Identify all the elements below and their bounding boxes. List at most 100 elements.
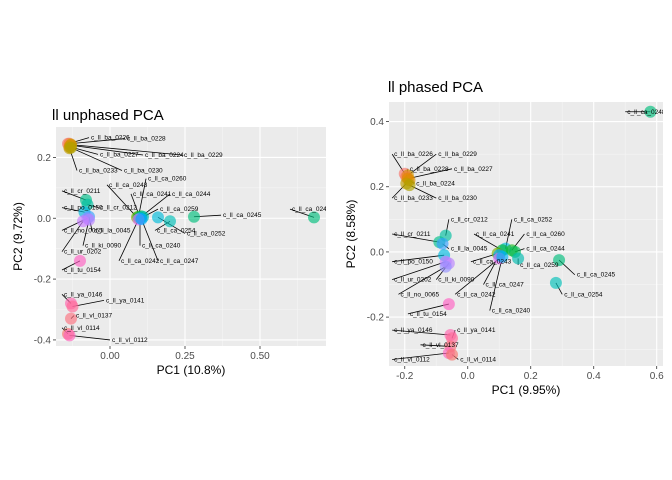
point-label: c_ll_cr_0212: [451, 216, 488, 223]
point-label: c_ll_ca_0252: [187, 230, 226, 237]
data-point: [445, 348, 458, 361]
data-point: [439, 260, 452, 273]
x-tick-label: 0.6: [650, 371, 664, 382]
point-label: c_ll_vl_0137: [76, 313, 113, 320]
point-label: c_ll_ba_0227: [100, 151, 139, 158]
data-point: [308, 211, 320, 224]
point-label: c_ll_ba_0227: [454, 166, 493, 173]
point-label: c_ll_po_0150: [64, 205, 103, 212]
y-tick-label: -0.2: [367, 313, 385, 324]
label-leader-line: [398, 266, 446, 295]
data-point: [512, 252, 525, 265]
label-leader-line: [454, 258, 500, 295]
label-leader-line: [392, 329, 451, 336]
point-label: c_ll_vl_0114: [64, 325, 100, 332]
point-label: c_ll_ya_0146: [64, 291, 103, 298]
point-label: c_ll_ca_0260: [526, 231, 565, 238]
point-label: c_ll_vl_0112: [112, 337, 148, 344]
point-label: c_ll_ca_0254: [157, 227, 196, 234]
y-axis-title: PC2 (9.72%): [11, 202, 25, 271]
point-label: c_ll_ki_0090: [85, 243, 122, 250]
point-label: c_ll_vl_0112: [394, 356, 430, 363]
data-point: [549, 276, 562, 289]
data-point: [65, 312, 77, 325]
data-point: [63, 329, 76, 342]
data-point: [553, 254, 566, 267]
point-label: c_ll_tu_0154: [410, 311, 447, 318]
label-leader-line: [141, 219, 159, 261]
label-leader-line: [407, 168, 453, 179]
point-label: c_ll_ca_0241: [476, 231, 515, 238]
point-label: c_ll_ca_0243: [473, 259, 512, 266]
point-label: c_ll_vl_0137: [422, 342, 459, 349]
point-label: c_ll_cr_0211: [64, 188, 101, 195]
point-label: c_ll_no_0065: [400, 291, 439, 298]
plot-panel: [389, 102, 663, 366]
x-tick-label: 0.00: [100, 351, 120, 362]
label-leader-line: [118, 219, 139, 262]
point-label: c_ll_ca_0241: [133, 191, 172, 198]
point-label: c_ll_ca_0248: [627, 109, 666, 116]
point-label: c_ll_ca_0242: [457, 291, 496, 298]
x-tick-label: 0.50: [250, 351, 270, 362]
label-leader-line: [106, 184, 138, 218]
point-label: c_ll_ba_0233: [394, 195, 433, 202]
point-label: c_ll_ca_0244: [526, 246, 565, 253]
point-label: c_ll_ca_0252: [514, 216, 553, 223]
point-label: c_ll_ba_0228: [127, 136, 166, 143]
point-label: c_ll_po_0150: [394, 259, 433, 266]
x-tick-label: 0.25: [175, 351, 195, 362]
y-tick-label: 0.2: [37, 153, 51, 164]
y-tick-label: 0.4: [370, 117, 384, 128]
data-point: [188, 210, 200, 223]
label-leader-line: [489, 256, 503, 311]
label-leader-line: [392, 352, 449, 360]
data-point: [65, 141, 77, 154]
point-label: c_ll_ca_0260: [148, 176, 187, 183]
point-label: c_ll_ba_0229: [438, 151, 477, 158]
label-leader-line: [61, 221, 84, 252]
data-point: [164, 215, 176, 228]
chart-title: ll phased PCA: [388, 79, 483, 96]
point-label: c_ll_ca_0244: [172, 191, 211, 198]
point-label: c_ll_ca_0247: [485, 282, 524, 289]
data-point: [152, 211, 164, 224]
point-label: c_ll_ca_0245: [577, 272, 616, 279]
y-axis-title: PC2 (8.58%): [344, 200, 358, 269]
point-label: c_ll_ca_0242: [121, 258, 160, 265]
point-label: c_ll_cr_0211: [394, 231, 431, 238]
point-label: c_ll_ca_0259: [520, 262, 559, 269]
point-label: c_ll_ya_0146: [394, 327, 433, 334]
label-leader-line: [69, 138, 126, 145]
point-label: c_ll_ba_0224: [416, 180, 455, 187]
point-label: c_ll_ca_0254: [564, 291, 603, 298]
x-tick-label: -0.2: [396, 371, 414, 382]
point-label: c_ll_no_0065: [64, 227, 103, 234]
data-point: [644, 105, 657, 118]
y-tick-label: -0.4: [34, 335, 52, 346]
label-leader-line: [392, 233, 440, 243]
label-leader-line: [392, 261, 446, 281]
point-label: c_ll_ba_0226: [394, 151, 433, 158]
data-point: [77, 215, 89, 228]
chart-title: ll unphased PCA: [52, 107, 164, 124]
point-label: c_ll_ba_0233: [79, 167, 118, 174]
data-point: [74, 254, 86, 267]
point-label: c_ll_ba_0228: [410, 166, 449, 173]
point-label: c_ll_ca_0248: [292, 206, 331, 213]
label-leader-line: [138, 178, 147, 217]
data-point: [496, 250, 509, 263]
point-label: c_ll_vl_0114: [460, 356, 496, 363]
point-label: c_ll_ca_0240: [492, 308, 531, 315]
point-label: c_ll_ca_0240: [142, 243, 181, 250]
point-label: c_ll_cr_0212: [100, 205, 137, 212]
data-point: [135, 213, 148, 226]
label-leader-line: [407, 303, 449, 315]
label-leader-line: [69, 334, 111, 341]
phased-pca-chart: ll phased PCA -0.2 0.0 0.2 0.4 0.6 -0.2 0.0 0.2 0…: [344, 79, 666, 397]
y-tick-label: 0.2: [370, 182, 384, 193]
data-point: [403, 179, 416, 192]
x-axis-title: PC1 (10.8%): [157, 363, 226, 377]
